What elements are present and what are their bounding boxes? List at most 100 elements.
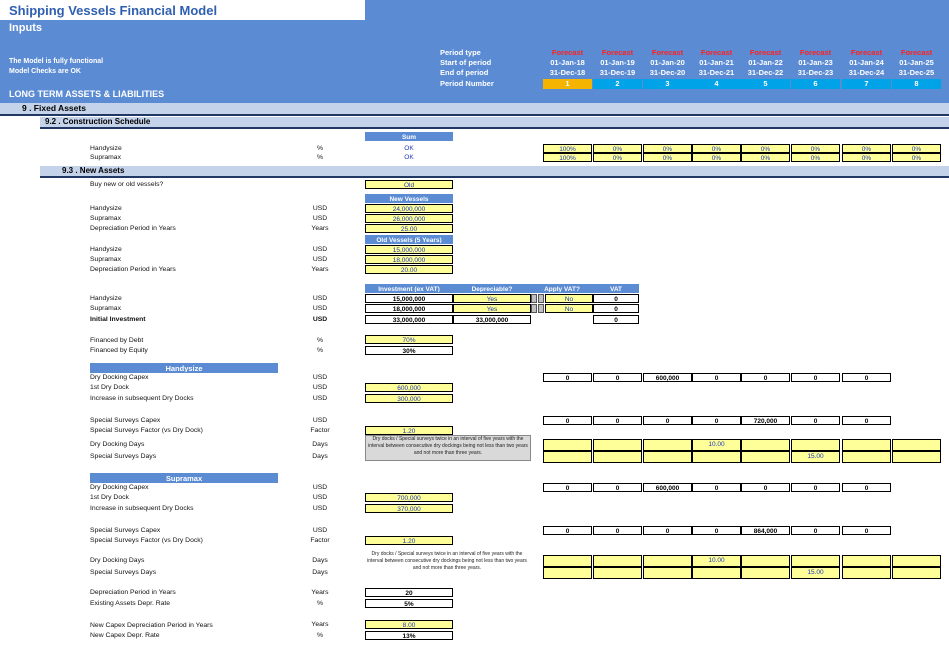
financed-debt-input[interactable]: 70% xyxy=(365,335,453,344)
supramax-ss-days-p8[interactable] xyxy=(892,567,941,579)
handysize-capex-p2: 0 xyxy=(593,373,642,382)
period-start-3: 01-Jan-20 xyxy=(650,58,685,67)
handysize-ss-days-p3[interactable] xyxy=(643,451,692,463)
supramax-ss-capex-p3: 0 xyxy=(643,526,692,535)
construction-handysize-p1[interactable]: 100% xyxy=(543,144,592,153)
supramax-first-dock-input[interactable]: 700,000 xyxy=(365,493,453,502)
period-type-8: Forecast xyxy=(900,48,933,57)
old_rows-input-2[interactable]: 20.00 xyxy=(365,265,453,274)
handysize-ss-factor-input[interactable]: 1.20 xyxy=(365,426,453,435)
handysize-ss-days-p5[interactable] xyxy=(741,451,790,463)
supramax-note: Dry docks / Special surveys twice in an … xyxy=(367,551,527,571)
supramax-ss-days-p6[interactable]: 15.00 xyxy=(791,567,840,579)
handysize-dd-days-label: Dry Docking Days xyxy=(90,441,145,448)
supramax-ss-days-p7[interactable] xyxy=(842,567,891,579)
construction-supramax-p4[interactable]: 0% xyxy=(692,153,741,162)
handysize-ss-days-p8[interactable] xyxy=(892,451,941,463)
construction-supramax-p8[interactable]: 0% xyxy=(892,153,941,162)
supramax-dd-days-p4[interactable]: 10.00 xyxy=(692,555,741,567)
supramax-ss-days-p2[interactable] xyxy=(593,567,642,579)
period-number-5: 5 xyxy=(741,79,790,89)
construction-handysize-p4[interactable]: 0% xyxy=(692,144,741,153)
construction-supramax-p3[interactable]: 0% xyxy=(643,153,692,162)
new_rows-input-2[interactable]: 25.00 xyxy=(365,224,453,233)
period-start-8: 01-Jan-25 xyxy=(899,58,934,67)
supramax-dd-days-p3[interactable] xyxy=(643,555,692,567)
handysize-ss-days-p1[interactable] xyxy=(543,451,592,463)
construction-supramax-p5[interactable]: 0% xyxy=(741,153,790,162)
construction-supramax-p6[interactable]: 0% xyxy=(791,153,840,162)
handysize-dd-days-p4[interactable]: 10.00 xyxy=(692,439,741,451)
handysize-first-dock-label: 1st Dry Dock xyxy=(90,384,129,391)
financed-equity-unit: % xyxy=(316,347,324,354)
handysize-dd-days-p8[interactable] xyxy=(892,439,941,451)
handysize-increase-input[interactable]: 300,000 xyxy=(365,394,453,403)
construction-handysize-p7[interactable]: 0% xyxy=(842,144,891,153)
construction-handysize-p5[interactable]: 0% xyxy=(741,144,790,153)
construction-handysize-sum: OK xyxy=(404,145,414,152)
supramax-block-header: Supramax xyxy=(90,473,278,483)
construction-handysize-p8[interactable]: 0% xyxy=(892,144,941,153)
period-type-2: Forecast xyxy=(601,48,634,57)
inv-supramax-value: 18,000,000 xyxy=(365,304,453,313)
supramax-dd-days-p7[interactable] xyxy=(842,555,891,567)
new-capex-depr-rate-label: New Capex Depr. Rate xyxy=(90,632,160,639)
supramax-dd-days-p2[interactable] xyxy=(593,555,642,567)
supramax-ss-days-unit: Days xyxy=(312,569,328,576)
inv-handysize-depreciable[interactable]: Yes xyxy=(453,294,531,303)
inv-supramax-depreciable[interactable]: Yes xyxy=(453,304,531,313)
new-capex-depr-period-input[interactable]: 8.00 xyxy=(365,620,453,629)
supramax-ss-days-p4[interactable] xyxy=(692,567,741,579)
supramax-ss-days-p3[interactable] xyxy=(643,567,692,579)
handysize-dd-days-p3[interactable] xyxy=(643,439,692,451)
handysize-ss-capex-p6: 0 xyxy=(791,416,840,425)
buy-vessels-input[interactable]: Old xyxy=(365,180,453,189)
handysize-dd-days-unit: Days xyxy=(312,441,328,448)
period-number-7: 7 xyxy=(842,79,891,89)
old_rows-label-1: Supramax xyxy=(90,256,121,263)
handysize-ss-days-p6[interactable]: 15.00 xyxy=(791,451,840,463)
new_rows-input-1[interactable]: 26,000,000 xyxy=(365,214,453,223)
construction-supramax-p1[interactable]: 100% xyxy=(543,153,592,162)
construction-supramax-p7[interactable]: 0% xyxy=(842,153,891,162)
supramax-dd-days-p1[interactable] xyxy=(543,555,592,567)
handysize-capex-p1: 0 xyxy=(543,373,592,382)
construction-handysize-p3[interactable]: 0% xyxy=(643,144,692,153)
inv-supramax-apply-vat[interactable]: No xyxy=(545,304,593,313)
construction-supramax-p2[interactable]: 0% xyxy=(593,153,642,162)
inv-supramax-vat: 0 xyxy=(593,304,639,313)
handysize-ss-days-p2[interactable] xyxy=(593,451,642,463)
construction-handysize-p6[interactable]: 0% xyxy=(791,144,840,153)
old_rows-unit-2: Years xyxy=(311,266,329,273)
new_rows-input-0[interactable]: 24,000,000 xyxy=(365,204,453,213)
handysize-ss-factor-label: Special Surveys Factor (vs Dry Dock) xyxy=(90,427,203,434)
handysize-ss-days-p4[interactable] xyxy=(692,451,741,463)
supramax-increase-unit: USD xyxy=(312,505,328,512)
handysize-dd-days-p5[interactable] xyxy=(741,439,790,451)
handysize-dd-days-p6[interactable] xyxy=(791,439,840,451)
inv-supramax-unit: USD xyxy=(312,305,328,312)
inv-supramax-check-b xyxy=(538,304,544,313)
handysize-dd-days-p7[interactable] xyxy=(842,439,891,451)
construction-handysize-p2[interactable]: 0% xyxy=(593,144,642,153)
old_rows-input-1[interactable]: 18,000,000 xyxy=(365,255,453,264)
inv-handysize-value: 15,000,000 xyxy=(365,294,453,303)
handysize-ss-capex-p3: 0 xyxy=(643,416,692,425)
handysize-ss-days-p7[interactable] xyxy=(842,451,891,463)
handysize-ss-capex-p5: 720,000 xyxy=(741,416,790,425)
supramax-dd-days-p6[interactable] xyxy=(791,555,840,567)
handysize-first-dock-unit: USD xyxy=(312,384,328,391)
supramax-ss-factor-input[interactable]: 1.20 xyxy=(365,536,453,545)
supramax-increase-input[interactable]: 370,000 xyxy=(365,504,453,513)
inv-handysize-apply-vat[interactable]: No xyxy=(545,294,593,303)
supramax-ss-days-p1[interactable] xyxy=(543,567,592,579)
handysize-first-dock-input[interactable]: 600,000 xyxy=(365,383,453,392)
handysize-dd-days-p2[interactable] xyxy=(593,439,642,451)
handysize-note: Dry docks / Special surveys twice in an … xyxy=(365,435,531,461)
supramax-dd-days-p8[interactable] xyxy=(892,555,941,567)
supramax-ss-days-p5[interactable] xyxy=(741,567,790,579)
handysize-dd-days-p1[interactable] xyxy=(543,439,592,451)
new-capex-depr-period-unit: Years xyxy=(311,621,329,628)
supramax-dd-days-p5[interactable] xyxy=(741,555,790,567)
old_rows-input-0[interactable]: 15,000,000 xyxy=(365,245,453,254)
